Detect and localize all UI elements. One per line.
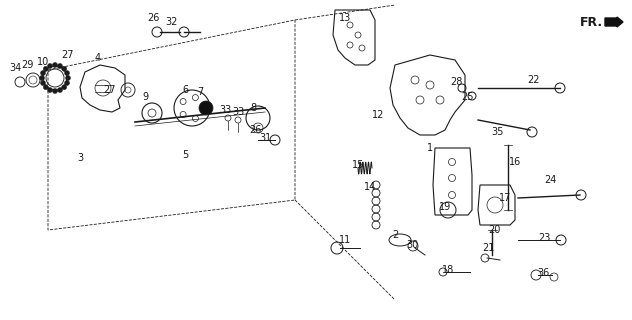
Circle shape xyxy=(199,101,213,115)
Text: 23: 23 xyxy=(538,233,550,243)
Text: 9: 9 xyxy=(142,92,148,102)
Circle shape xyxy=(58,87,63,92)
Text: 29: 29 xyxy=(21,60,33,70)
Text: 18: 18 xyxy=(442,265,454,275)
Text: 31: 31 xyxy=(259,133,271,143)
Circle shape xyxy=(47,63,52,68)
Text: 26: 26 xyxy=(249,125,261,135)
Circle shape xyxy=(40,80,46,85)
Text: 15: 15 xyxy=(352,160,364,170)
Text: 26: 26 xyxy=(147,13,159,23)
Circle shape xyxy=(64,80,70,85)
Text: 27: 27 xyxy=(61,50,73,60)
Circle shape xyxy=(62,66,67,71)
Text: 24: 24 xyxy=(544,175,556,185)
Text: 11: 11 xyxy=(339,235,351,245)
Text: 34: 34 xyxy=(9,63,21,73)
Text: FR.: FR. xyxy=(580,15,603,28)
Circle shape xyxy=(62,85,67,90)
Text: 27: 27 xyxy=(104,85,116,95)
Circle shape xyxy=(58,63,63,68)
Text: 30: 30 xyxy=(406,240,418,250)
Text: 3: 3 xyxy=(77,153,83,163)
Text: 16: 16 xyxy=(509,157,521,167)
Text: 33: 33 xyxy=(232,107,244,117)
Circle shape xyxy=(47,87,52,92)
Circle shape xyxy=(52,62,58,68)
Text: 20: 20 xyxy=(488,225,500,235)
Circle shape xyxy=(66,76,71,81)
Text: 22: 22 xyxy=(526,75,539,85)
Text: 6: 6 xyxy=(182,85,188,95)
Circle shape xyxy=(44,66,48,71)
Text: 8: 8 xyxy=(250,103,256,113)
Circle shape xyxy=(64,70,70,76)
Circle shape xyxy=(44,85,48,90)
Text: 4: 4 xyxy=(95,53,101,63)
Text: 21: 21 xyxy=(482,243,494,253)
Text: 36: 36 xyxy=(537,268,549,278)
Circle shape xyxy=(52,89,58,93)
Text: 10: 10 xyxy=(37,57,49,67)
Text: 25: 25 xyxy=(461,92,473,102)
Text: 12: 12 xyxy=(372,110,384,120)
Text: 28: 28 xyxy=(450,77,462,87)
Text: 13: 13 xyxy=(339,13,351,23)
Text: 2: 2 xyxy=(392,230,398,240)
FancyArrow shape xyxy=(605,17,623,27)
Text: 17: 17 xyxy=(499,193,511,203)
Text: 32: 32 xyxy=(166,17,178,27)
Text: 33: 33 xyxy=(219,105,231,115)
Text: 1: 1 xyxy=(427,143,433,153)
Text: 7: 7 xyxy=(197,87,203,97)
Text: 19: 19 xyxy=(439,202,451,212)
Text: 35: 35 xyxy=(491,127,503,137)
Circle shape xyxy=(39,76,44,81)
Circle shape xyxy=(40,70,46,76)
Text: 14: 14 xyxy=(364,182,376,192)
Text: 5: 5 xyxy=(182,150,188,160)
